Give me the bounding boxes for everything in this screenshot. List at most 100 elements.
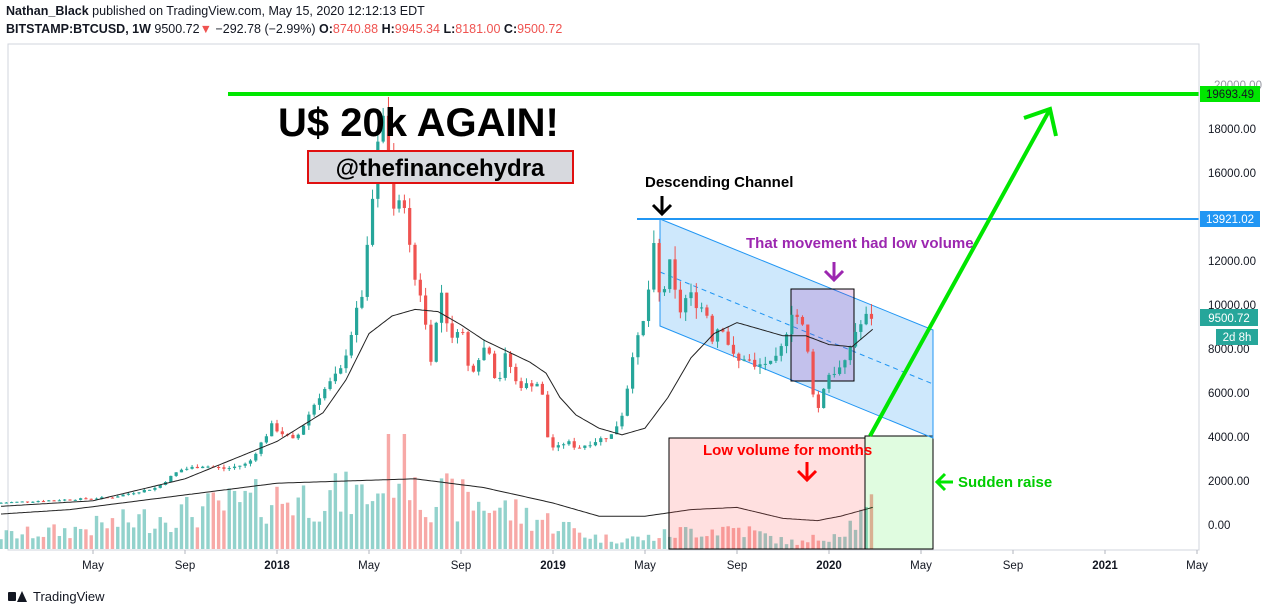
- candle-body: [206, 466, 210, 468]
- symbol-label: BITSTAMP:BTCUSD, 1W: [6, 22, 151, 36]
- candle-body: [471, 365, 475, 372]
- candle-body: [684, 298, 688, 313]
- candle-body: [79, 498, 83, 500]
- tradingview-footer[interactable]: TradingView: [8, 589, 105, 604]
- candle-body: [604, 438, 608, 440]
- volume-bar: [487, 512, 492, 549]
- candle-body: [153, 487, 157, 490]
- candle-body: [121, 494, 125, 497]
- volume-bar: [599, 542, 603, 549]
- volume-bar: [291, 515, 295, 549]
- candle-body: [705, 307, 709, 316]
- volume-bar: [577, 532, 582, 549]
- volume-bar: [721, 526, 725, 549]
- open-value: 8740.88: [332, 22, 379, 36]
- volume-bar: [349, 514, 354, 549]
- candle-body: [15, 501, 19, 503]
- volume-bar: [853, 529, 858, 549]
- candle-body: [800, 316, 805, 325]
- volume-bar: [561, 521, 566, 549]
- volume-bar: [737, 527, 741, 549]
- volume-bar: [31, 538, 35, 549]
- volume-bar: [614, 543, 619, 549]
- volume-bar: [524, 507, 529, 549]
- candle-body: [275, 423, 279, 432]
- volume-bar: [705, 536, 709, 549]
- volume-bar: [376, 493, 380, 549]
- candle-body: [869, 313, 874, 319]
- candle-body: [381, 115, 385, 142]
- volume-bar: [641, 540, 645, 549]
- author-name[interactable]: Nathan_Black: [6, 4, 89, 18]
- volume-bar: [392, 497, 396, 549]
- arrow-down-red-icon: [796, 462, 818, 483]
- price-axis[interactable]: 0.002000.004000.006000.008000.0010000.00…: [1198, 44, 1262, 550]
- volume-bar: [567, 522, 571, 549]
- close-value: 9500.72: [517, 22, 563, 36]
- volume-bar: [354, 484, 359, 549]
- candle-body: [652, 243, 656, 290]
- candle-body: [487, 347, 491, 354]
- candle-body: [721, 329, 725, 332]
- candle-body: [864, 313, 868, 325]
- x-tick-label: 2021: [1092, 560, 1118, 572]
- volume-bar: [296, 497, 300, 549]
- volume-bar: [15, 538, 19, 549]
- volume-bar: [450, 478, 454, 549]
- volume-bar: [153, 528, 157, 549]
- volume-bar: [514, 499, 518, 549]
- candle-body: [25, 501, 30, 503]
- candle-body: [47, 500, 51, 502]
- x-tick-label: Sep: [727, 560, 747, 572]
- volume-bar: [52, 524, 56, 549]
- volume-bar: [790, 539, 794, 549]
- candle-body: [694, 292, 698, 309]
- x-tick-label: 2020: [816, 560, 842, 572]
- candle-body: [816, 394, 820, 408]
- volume-bar: [78, 528, 83, 549]
- candle-body: [84, 498, 88, 500]
- candle-body: [551, 437, 555, 448]
- volume-bar: [121, 509, 125, 549]
- volume-bar: [837, 536, 842, 549]
- volume-bar: [94, 515, 99, 549]
- volume-bar: [370, 501, 375, 549]
- candle-body: [530, 383, 534, 387]
- candle-body: [333, 373, 337, 382]
- sudden-raise-box: [864, 435, 934, 550]
- candle-body: [344, 355, 348, 369]
- candle-body: [689, 292, 693, 299]
- volume-bar: [338, 511, 343, 549]
- volume-bar: [131, 527, 136, 549]
- candle-body: [673, 259, 677, 290]
- x-tick-label: Sep: [1003, 560, 1023, 572]
- volume-bar: [397, 483, 401, 549]
- candle-body: [100, 497, 104, 499]
- volume-bar: [583, 537, 587, 549]
- candle-body: [328, 381, 332, 389]
- candle-body: [179, 469, 184, 473]
- candle-body: [546, 394, 550, 438]
- time-axis[interactable]: May Sep 2018 May Sep 2019 May Sep 2020 May Sep 2021…: [8, 549, 1208, 572]
- candle-body: [742, 359, 746, 361]
- volume-bar: [328, 490, 332, 549]
- candle-body: [232, 466, 237, 469]
- arrow-left-green-icon: [934, 472, 953, 492]
- high-value: 9945.34: [394, 22, 440, 36]
- x-tick-label: 2019: [540, 560, 566, 572]
- x-tick-label: Sep: [175, 560, 195, 572]
- volume-bar: [25, 526, 30, 549]
- volume-moving-average-line: [0, 478, 873, 522]
- volume-bar: [100, 522, 104, 549]
- volume-bar: [545, 513, 550, 549]
- price-label-20k-bg: [1200, 86, 1260, 102]
- volume-bar: [243, 490, 247, 549]
- volume-bar: [439, 478, 444, 549]
- candle-body: [715, 329, 720, 342]
- candle-body: [243, 463, 247, 466]
- candle-body: [678, 289, 682, 313]
- x-tick-label: Sep: [451, 560, 471, 572]
- volume-bar: [386, 434, 391, 549]
- candle-body: [450, 323, 454, 338]
